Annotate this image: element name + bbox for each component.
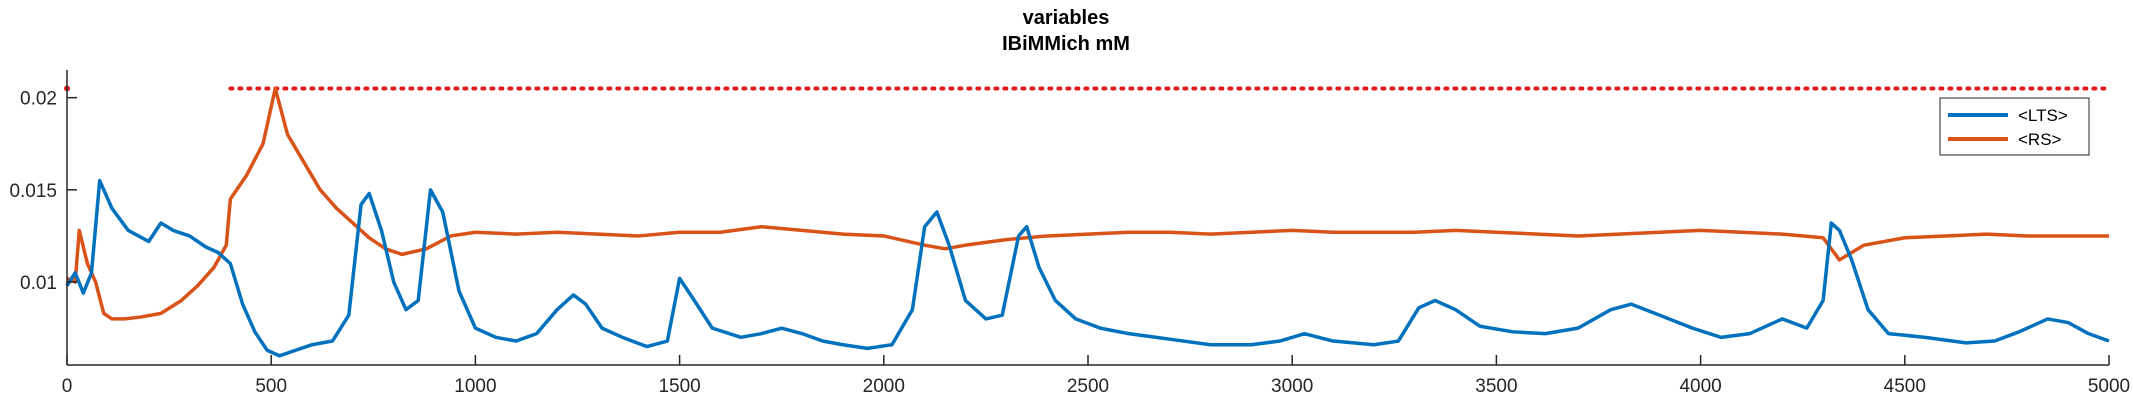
x-tick-label: 1500 xyxy=(658,376,700,397)
series-line-lts xyxy=(65,178,2110,358)
legend-label-rs: <RS> xyxy=(2018,130,2062,149)
series-line-rs xyxy=(66,86,2109,321)
x-tick-label: 500 xyxy=(255,376,287,397)
x-tick-label: 0 xyxy=(62,376,73,397)
chart-subtitle: IBiMMich mM xyxy=(1002,33,1130,55)
plot-area: 0 500 1000 1500 2000 2500 3000 3500 4000 4500 5000… xyxy=(9,70,2130,397)
x-tick-label: 3500 xyxy=(1475,376,1517,397)
y-tick-label: 0.01 xyxy=(20,273,57,294)
y-tick-label: 0.02 xyxy=(20,89,57,110)
x-tick-label: 5000 xyxy=(2088,376,2130,397)
series-layer xyxy=(65,86,2110,358)
x-tick-label: 4500 xyxy=(1884,376,1926,397)
legend: <LTS> <RS> xyxy=(1939,97,2090,156)
x-tick-label: 4000 xyxy=(1679,376,1721,397)
x-tick-label: 2500 xyxy=(1067,376,1109,397)
chart-title: variables xyxy=(1023,7,1110,29)
y-tick-label: 0.015 xyxy=(9,181,57,202)
legend-box xyxy=(1939,97,2090,156)
legend-label-lts: <LTS> xyxy=(2018,106,2068,125)
x-ticks: 0 500 1000 1500 2000 2500 3000 3500 4000 4500 5000 xyxy=(62,355,2130,397)
x-tick-label: 3000 xyxy=(1271,376,1313,397)
y-ticks: 0.01 0.015 0.02 xyxy=(9,89,77,294)
x-tick-label: 2000 xyxy=(863,376,905,397)
x-tick-label: 1000 xyxy=(454,376,496,397)
